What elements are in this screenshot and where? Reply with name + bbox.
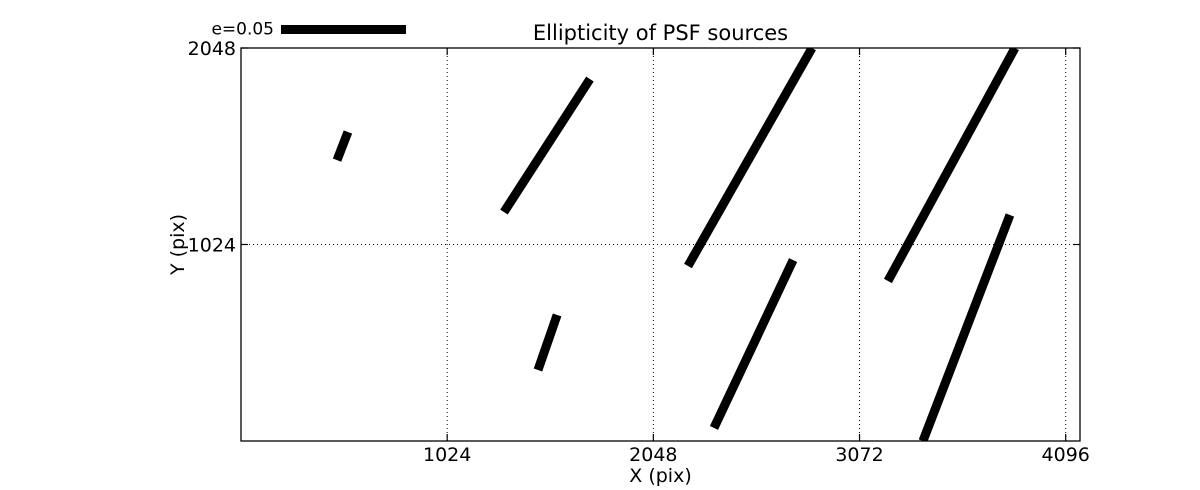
- axes-frame: [240, 47, 1081, 442]
- chart-title: Ellipticity of PSF sources: [533, 21, 788, 45]
- quiver-key-legend: e=0.05: [211, 20, 406, 40]
- x-tick-label-1024: 1024: [423, 444, 471, 466]
- legend-key-bar: [281, 25, 406, 34]
- ellipticity-whisker-1: [332, 130, 353, 162]
- plot-border: [240, 47, 1081, 442]
- ellipticity-whisker-2: [500, 76, 594, 215]
- ellipticity-whisker-3: [533, 313, 562, 372]
- ellipticity-whisker-4: [684, 48, 816, 269]
- y-tick-label-1024: 1024: [188, 235, 236, 257]
- ellipticity-whisker-5: [709, 258, 798, 430]
- x-tick-label-4096: 4096: [1042, 444, 1090, 466]
- y-axis-label: Y (pix): [167, 214, 189, 276]
- text-labels: Ellipticity of PSF sources X (pix) Y (pix)…: [167, 21, 1090, 487]
- ellipticity-whisker-6: [883, 48, 1019, 284]
- ellipticity-whisker-7: [918, 213, 1015, 441]
- gridlines: [241, 48, 1080, 441]
- x-tick-label-3072: 3072: [835, 444, 883, 466]
- x-axis-label: X (pix): [629, 465, 691, 487]
- legend-label: e=0.05: [211, 20, 274, 40]
- y-tick-label-2048: 2048: [188, 38, 236, 60]
- tick-marks: [241, 47, 1080, 441]
- whisker-segments: [332, 48, 1019, 441]
- x-tick-label-2048: 2048: [629, 444, 677, 466]
